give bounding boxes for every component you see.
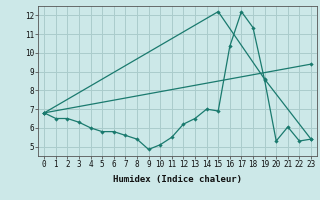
X-axis label: Humidex (Indice chaleur): Humidex (Indice chaleur) [113,175,242,184]
